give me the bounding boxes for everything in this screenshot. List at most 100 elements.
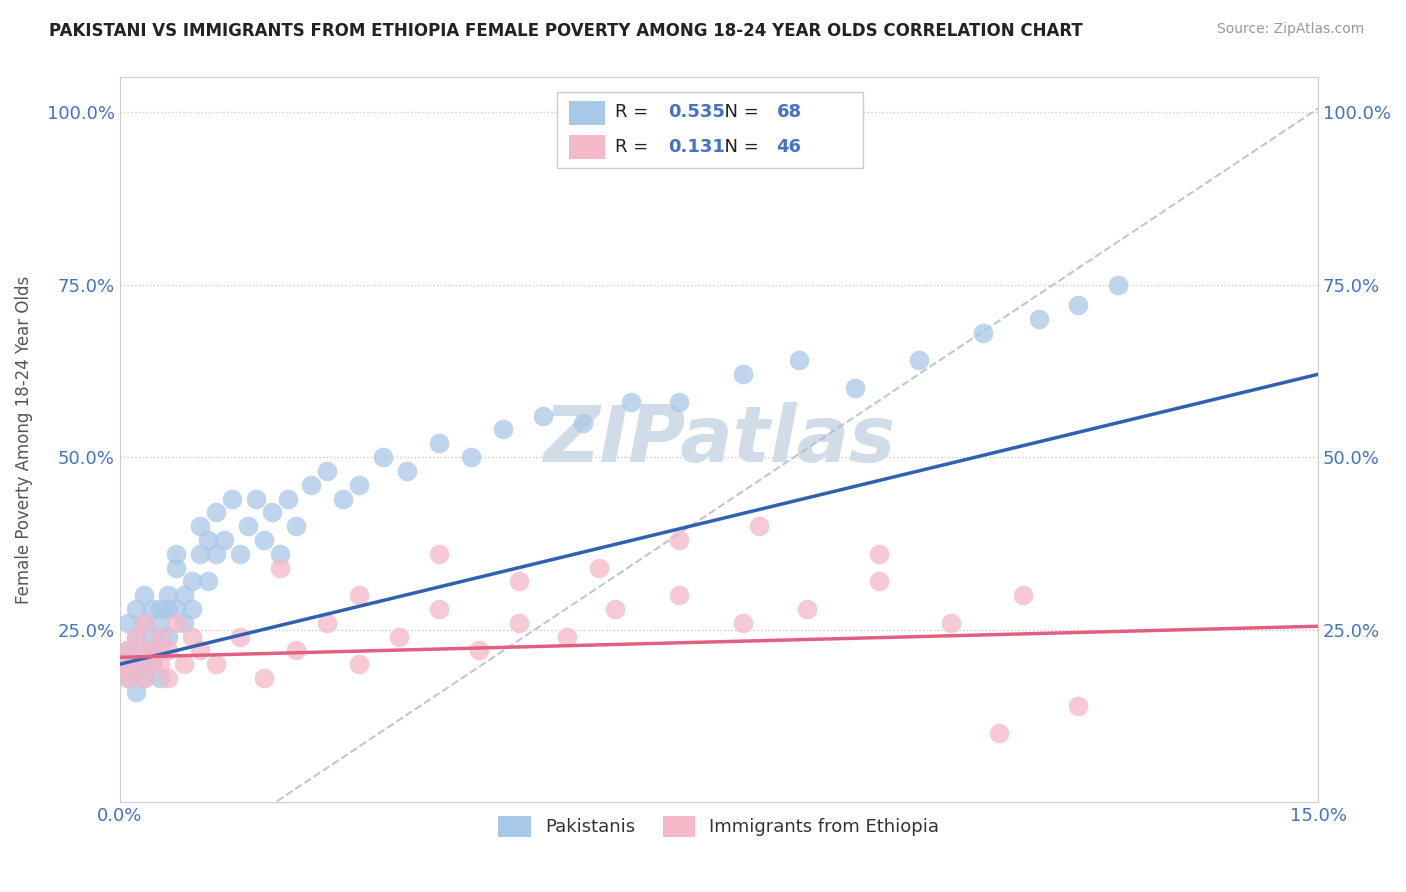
Bar xyxy=(569,136,605,160)
Point xyxy=(1067,298,1090,312)
Point xyxy=(388,630,411,644)
Point xyxy=(427,547,450,561)
Point xyxy=(620,395,643,409)
Point xyxy=(796,602,818,616)
Point xyxy=(531,409,554,423)
Point xyxy=(588,560,610,574)
Point xyxy=(236,519,259,533)
Point xyxy=(668,395,690,409)
Point xyxy=(868,547,890,561)
Point xyxy=(939,615,962,630)
Text: N =: N = xyxy=(713,138,765,156)
Text: R =: R = xyxy=(614,138,654,156)
Point xyxy=(787,353,810,368)
Point xyxy=(197,574,219,589)
Point xyxy=(349,657,371,672)
Point xyxy=(125,685,148,699)
Point xyxy=(141,643,163,657)
Point xyxy=(165,602,187,616)
Point xyxy=(141,643,163,657)
Point xyxy=(149,602,172,616)
Point xyxy=(125,630,148,644)
Point xyxy=(173,657,195,672)
Point xyxy=(427,436,450,450)
Point xyxy=(844,381,866,395)
Point xyxy=(141,657,163,672)
Point xyxy=(132,615,155,630)
Point xyxy=(125,657,148,672)
Point xyxy=(132,615,155,630)
Point xyxy=(165,560,187,574)
Point xyxy=(731,615,754,630)
Point xyxy=(1107,277,1129,292)
Point xyxy=(668,588,690,602)
Point xyxy=(245,491,267,506)
Point xyxy=(349,477,371,491)
Point xyxy=(468,643,491,657)
Point xyxy=(221,491,243,506)
Point xyxy=(228,547,250,561)
Point xyxy=(117,643,139,657)
Point xyxy=(156,588,179,602)
Point xyxy=(603,602,626,616)
Text: R =: R = xyxy=(614,103,654,121)
Point xyxy=(180,630,202,644)
Point xyxy=(269,560,291,574)
Text: Source: ZipAtlas.com: Source: ZipAtlas.com xyxy=(1216,22,1364,37)
Point xyxy=(156,671,179,685)
Point xyxy=(125,630,148,644)
Point xyxy=(269,547,291,561)
Point xyxy=(204,505,226,519)
Point xyxy=(301,477,323,491)
Point xyxy=(276,491,298,506)
Point xyxy=(460,450,482,464)
Point xyxy=(427,602,450,616)
Point xyxy=(156,602,179,616)
Text: 0.131: 0.131 xyxy=(669,138,725,156)
Point xyxy=(112,657,135,672)
Text: 68: 68 xyxy=(776,103,801,121)
Point xyxy=(149,671,172,685)
Point xyxy=(180,602,202,616)
Point xyxy=(868,574,890,589)
Point xyxy=(149,630,172,644)
Point xyxy=(165,615,187,630)
Point xyxy=(1067,698,1090,713)
Point xyxy=(508,574,530,589)
Point xyxy=(132,671,155,685)
Point xyxy=(508,615,530,630)
Point xyxy=(316,464,339,478)
Point xyxy=(204,657,226,672)
Point xyxy=(748,519,770,533)
Point xyxy=(284,519,307,533)
Point xyxy=(188,519,211,533)
Point xyxy=(141,602,163,616)
Point xyxy=(188,643,211,657)
Point xyxy=(156,643,179,657)
Point xyxy=(149,615,172,630)
Point xyxy=(125,602,148,616)
Point xyxy=(572,416,595,430)
Bar xyxy=(569,101,605,125)
Point xyxy=(492,423,515,437)
Point xyxy=(373,450,395,464)
Point xyxy=(188,547,211,561)
Point xyxy=(132,643,155,657)
Point xyxy=(907,353,929,368)
Point xyxy=(132,657,155,672)
Point xyxy=(165,547,187,561)
Point xyxy=(117,643,139,657)
Point xyxy=(668,533,690,547)
Point xyxy=(117,671,139,685)
Point xyxy=(252,671,274,685)
Point xyxy=(132,588,155,602)
Point xyxy=(260,505,283,519)
Point xyxy=(132,671,155,685)
FancyBboxPatch shape xyxy=(557,92,863,168)
Point xyxy=(197,533,219,547)
Point xyxy=(125,643,148,657)
Legend: Pakistanis, Immigrants from Ethiopia: Pakistanis, Immigrants from Ethiopia xyxy=(491,809,946,844)
Point xyxy=(141,657,163,672)
Point xyxy=(112,657,135,672)
Text: ZIPatlas: ZIPatlas xyxy=(543,402,896,478)
